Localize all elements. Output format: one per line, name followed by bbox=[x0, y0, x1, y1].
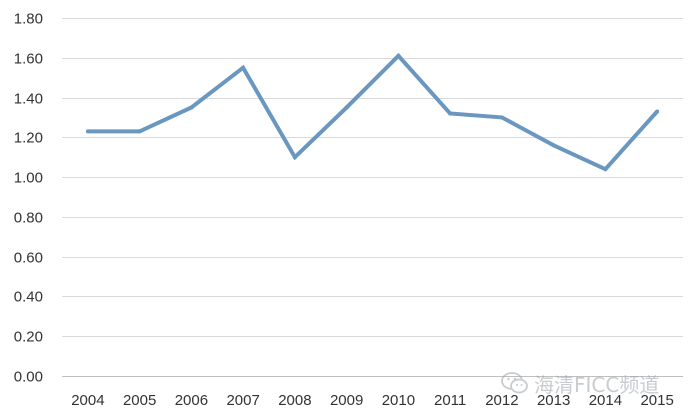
data-point bbox=[344, 105, 349, 110]
y-tick-label: 1.60 bbox=[14, 51, 43, 68]
x-tick-label: 2009 bbox=[330, 392, 363, 409]
x-tick-label: 2007 bbox=[226, 392, 259, 409]
data-point bbox=[189, 105, 194, 110]
x-tick-label: 2013 bbox=[537, 392, 570, 409]
y-tick-label: 0.60 bbox=[14, 250, 43, 267]
y-tick-label: 1.00 bbox=[14, 170, 43, 187]
data-point bbox=[292, 155, 297, 160]
series-line bbox=[87, 52, 659, 172]
data-point bbox=[551, 143, 556, 148]
data-point bbox=[448, 111, 453, 116]
watermark-text: 海清FICC频道 bbox=[534, 372, 660, 397]
y-tick-label: 0.00 bbox=[14, 369, 43, 386]
data-point bbox=[137, 129, 142, 134]
y-tick-label: 0.80 bbox=[14, 210, 43, 227]
watermark: 海清FICC频道 bbox=[500, 368, 659, 398]
wechat-icon bbox=[501, 372, 528, 394]
x-tick-label: 2012 bbox=[485, 392, 518, 409]
x-tick-label: 2015 bbox=[640, 392, 673, 409]
x-tick-label: 2004 bbox=[71, 392, 104, 409]
data-point bbox=[499, 115, 504, 120]
x-tick-label: 2006 bbox=[175, 392, 208, 409]
data-point bbox=[396, 53, 401, 58]
y-tick-label: 1.40 bbox=[14, 91, 43, 108]
data-point bbox=[603, 167, 608, 172]
x-tick-label: 2008 bbox=[278, 392, 311, 409]
y-axis-tick-labels: 0.00 0.20 0.40 0.60 0.80 1.00 1.20 1.40 1.60 1.80 bbox=[14, 11, 43, 386]
data-point bbox=[241, 65, 246, 70]
y-tick-label: 1.80 bbox=[14, 11, 43, 28]
x-tick-label: 2014 bbox=[589, 392, 622, 409]
y-tick-label: 1.20 bbox=[14, 130, 43, 147]
y-tick-label: 0.40 bbox=[14, 289, 43, 306]
data-point bbox=[655, 109, 660, 114]
x-tick-label: 2010 bbox=[382, 392, 415, 409]
x-tick-label: 2011 bbox=[434, 392, 466, 409]
y-tick-label: 0.20 bbox=[14, 329, 43, 346]
series-group bbox=[85, 52, 660, 172]
gridlines bbox=[62, 18, 683, 377]
x-axis-tick-labels: 2004 2005 2006 2007 2008 2009 2010 2011 2012 2013… bbox=[71, 392, 674, 409]
x-tick-label: 2005 bbox=[123, 392, 156, 409]
data-point bbox=[85, 129, 90, 134]
